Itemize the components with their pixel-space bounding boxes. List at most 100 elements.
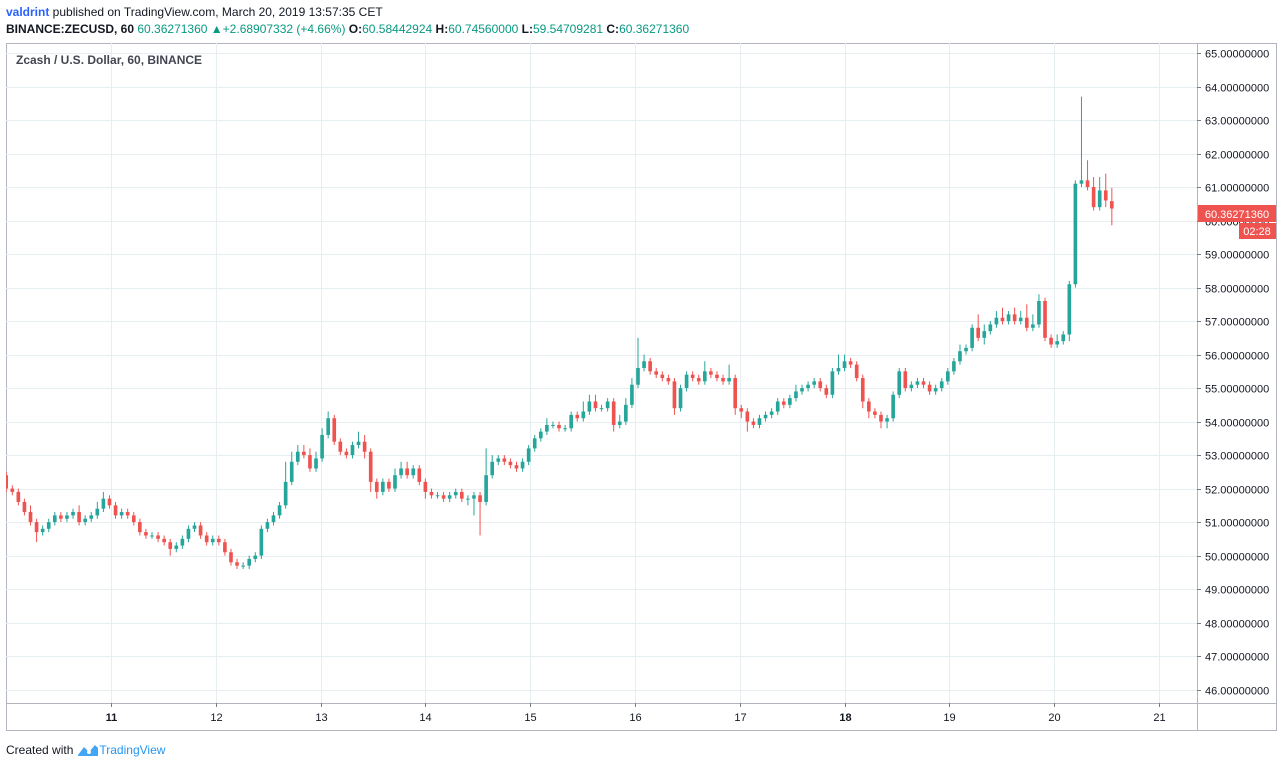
candle: [976, 314, 981, 342]
candle-body: [836, 367, 841, 372]
candle: [1037, 294, 1041, 328]
candle: [308, 448, 312, 472]
footer: Created with TradingView: [6, 742, 165, 758]
candle: [581, 401, 586, 422]
time-axis[interactable]: 11 12 13 14 15 16 17 18 19 20 21: [106, 703, 1166, 724]
candle: [994, 311, 999, 328]
candle: [1103, 173, 1108, 208]
candle-body: [83, 518, 87, 523]
candle-body: [551, 424, 555, 426]
candle: [356, 431, 361, 449]
candle-body: [903, 371, 908, 389]
candle-body: [381, 481, 385, 492]
candle: [259, 525, 264, 559]
candle-body: [198, 525, 203, 536]
price-chart[interactable]: 46.00000000 47.00000000 48.00000000 49.0000…: [6, 43, 1277, 731]
candle-body: [569, 414, 573, 429]
candle-body: [350, 445, 355, 456]
last-price-tag: 60.36271360 02:28: [1198, 205, 1276, 239]
y-tick-label: 48.00000000: [1205, 619, 1269, 631]
candle: [769, 408, 774, 419]
candle: [624, 398, 628, 425]
candle: [429, 488, 434, 499]
candle-body: [253, 555, 258, 559]
candle: [484, 448, 488, 506]
candle-body: [952, 361, 956, 372]
candle-body: [702, 371, 707, 382]
candle: [842, 354, 847, 372]
candle-body: [295, 451, 300, 462]
candle: [138, 518, 142, 536]
candle-body: [1031, 324, 1035, 328]
candle-body: [144, 532, 148, 536]
candle: [247, 555, 252, 569]
candle-body: [283, 481, 288, 506]
candle-body: [636, 367, 640, 385]
candle-body: [22, 501, 27, 513]
candle-body: [6, 475, 9, 489]
candle-body: [721, 378, 725, 382]
candle-body: [879, 414, 883, 422]
open-value: 60.58442924: [362, 22, 433, 36]
author-link[interactable]: valdrint: [6, 5, 50, 19]
candle: [508, 458, 513, 469]
candle-body: [867, 401, 871, 412]
candle-body: [1067, 284, 1072, 335]
candle: [198, 522, 203, 539]
candle: [860, 374, 865, 409]
candle: [526, 445, 531, 466]
candle-body: [745, 411, 750, 422]
candle-body: [885, 418, 889, 422]
candle-body: [842, 361, 847, 368]
candle-body: [1110, 201, 1114, 209]
candle: [186, 525, 191, 543]
candle-body: [958, 351, 962, 362]
y-tick-label: 50.00000000: [1205, 552, 1269, 564]
grid-lines: [6, 43, 1197, 703]
candle-body: [368, 451, 373, 482]
candle: [466, 495, 470, 506]
candle-body: [162, 538, 166, 543]
price-axis[interactable]: 46.00000000 47.00000000 48.00000000 49.0000…: [1197, 49, 1269, 698]
candle-body: [289, 461, 294, 482]
candle: [180, 535, 185, 549]
candle: [453, 488, 458, 499]
candle-body: [538, 431, 543, 439]
candle-body: [678, 388, 683, 409]
candle-body: [751, 421, 756, 425]
candle: [478, 491, 482, 536]
tradingview-brand[interactable]: TradingView: [77, 742, 165, 758]
candle: [71, 508, 75, 519]
published-text: published on TradingView.com, March 20, …: [49, 5, 383, 19]
candle: [757, 414, 762, 429]
candle-body: [1079, 180, 1084, 184]
x-tick-label: 17: [734, 712, 746, 724]
candle: [642, 354, 646, 372]
candle-body: [532, 438, 537, 449]
ohlc-legend: BINANCE:ZECUSD, 60 60.36271360 ▲+2.68907…: [6, 21, 689, 37]
candle-body: [672, 381, 677, 409]
candle-body: [794, 391, 798, 399]
candle-body: [982, 331, 987, 338]
candle: [1073, 180, 1078, 288]
tradingview-logo-icon: [78, 745, 99, 756]
y-tick-label: 49.00000000: [1205, 585, 1269, 597]
candle: [119, 508, 124, 519]
candle-body: [587, 401, 592, 412]
candle-body: [308, 455, 312, 469]
candle-body: [715, 374, 719, 379]
candle: [417, 465, 422, 486]
candle-body: [235, 562, 239, 566]
candle-body: [332, 418, 337, 442]
low-value: 59.54709281: [532, 22, 604, 36]
candle-body: [563, 428, 567, 430]
candle: [472, 491, 476, 516]
candle: [374, 478, 379, 499]
candle-body: [241, 565, 245, 567]
candle: [982, 324, 987, 345]
candle: [95, 501, 100, 519]
candle-body: [484, 475, 488, 502]
candle-body: [210, 538, 215, 543]
candle-body: [1000, 317, 1005, 322]
candle-body: [192, 525, 197, 529]
